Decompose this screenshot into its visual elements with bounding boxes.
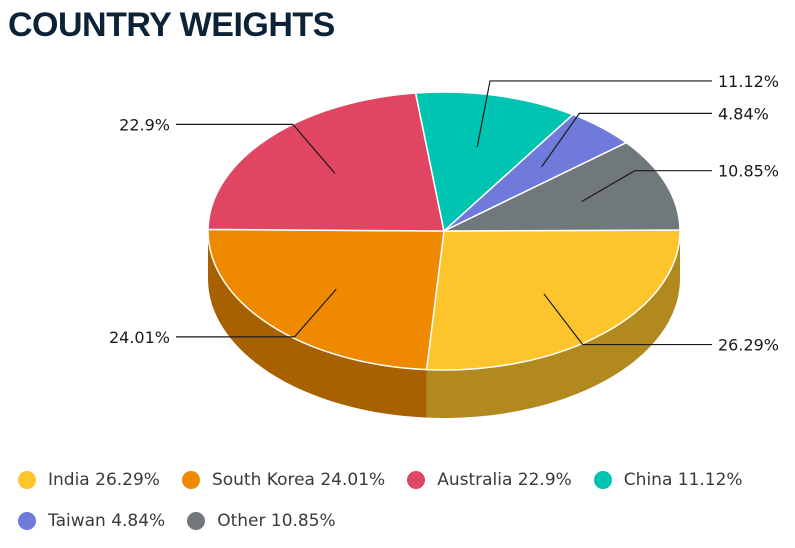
data-labels: 26.29% 24.01% 22.9% 11.12% 4.84% 10.85% — [109, 72, 779, 355]
slice-side-south-korea — [208, 231, 427, 418]
legend: India 26.29% South Korea 24.01% Australi… — [18, 466, 788, 548]
slice-australia — [207, 92, 445, 232]
chart-title: COUNTRY WEIGHTS — [8, 6, 335, 44]
legend-dot — [18, 471, 36, 489]
legend-row-1: India 26.29% South Korea 24.01% Australi… — [18, 466, 788, 494]
pie-sides — [208, 231, 680, 418]
pie-chart: 26.29% 24.01% 22.9% 11.12% 4.84% 10.85% — [109, 72, 779, 418]
legend-item-india[interactable]: India 26.29% — [18, 470, 160, 490]
legend-dot — [593, 471, 612, 489]
legend-item-australia[interactable]: Australia 22.9% — [407, 470, 572, 490]
legend-row-2: Taiwan 4.84% Other 10.85% — [18, 507, 788, 535]
data-label-australia: 22.9% — [119, 115, 170, 134]
legend-item-china[interactable]: China 11.12% — [593, 470, 743, 490]
leader-line-taiwan — [541, 112, 712, 168]
legend-dot — [181, 471, 200, 489]
legend-label: Australia 22.9% — [437, 470, 572, 490]
legend-label: Taiwan 4.84% — [48, 511, 166, 531]
data-label-china: 11.12% — [718, 72, 779, 91]
slice-other — [443, 141, 681, 232]
slice-india — [425, 229, 681, 371]
legend-label: China 11.12% — [623, 470, 743, 490]
legend-dot — [407, 471, 426, 489]
slice-side-india — [426, 231, 680, 418]
leader-lines — [176, 80, 712, 346]
legend-label: India 26.29% — [48, 470, 160, 490]
legend-item-other[interactable]: Other 10.85% — [187, 511, 336, 531]
data-label-india: 26.29% — [718, 336, 779, 355]
leader-line-india — [543, 293, 712, 346]
slice-south-korea — [207, 228, 445, 371]
legend-item-south-korea[interactable]: South Korea 24.01% — [181, 470, 386, 490]
leader-line-australia — [176, 123, 336, 174]
legend-item-taiwan[interactable]: Taiwan 4.84% — [18, 511, 165, 531]
slice-china — [414, 91, 574, 232]
data-label-taiwan: 4.84% — [718, 104, 769, 123]
legend-dot — [187, 512, 206, 530]
leader-line-china — [476, 80, 712, 148]
data-label-south-korea: 24.01% — [109, 328, 170, 347]
pie-slices — [207, 91, 681, 371]
data-label-other: 10.85% — [718, 162, 779, 181]
leader-line-other — [581, 170, 712, 203]
legend-label: Other 10.85% — [217, 511, 336, 531]
legend-dot — [18, 512, 36, 530]
leader-line-south-korea — [176, 288, 337, 338]
legend-label: South Korea 24.01% — [211, 470, 386, 490]
